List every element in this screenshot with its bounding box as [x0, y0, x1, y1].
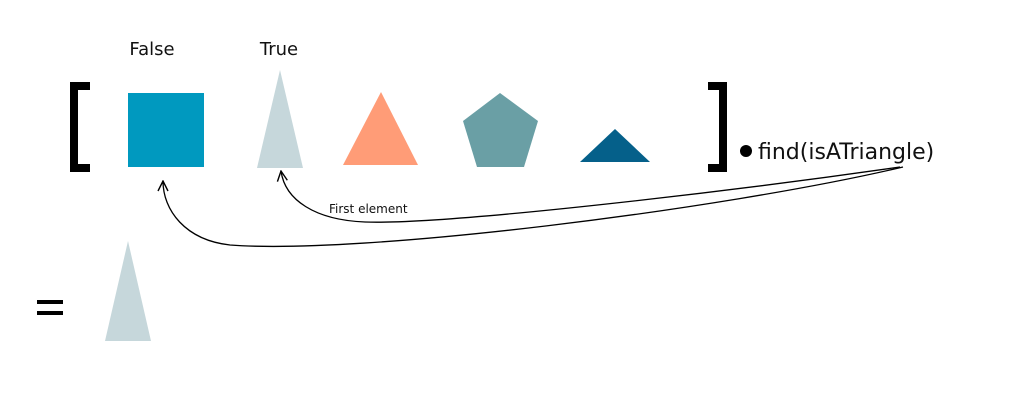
- right-bracket: [708, 82, 727, 172]
- tall-triangle-shape: [257, 70, 303, 168]
- equals-sign-top: [37, 300, 63, 304]
- orange-triangle-shape: [343, 92, 418, 165]
- result-tall-triangle: [105, 241, 151, 341]
- first-element-label: First element: [329, 202, 408, 216]
- label-true: True: [259, 39, 298, 60]
- label-false: False: [129, 39, 174, 60]
- square-shape: [128, 93, 204, 167]
- arrow-to-square: [163, 166, 904, 248]
- method-call-text: find(isATriangle): [758, 140, 934, 165]
- pentagon-shape: [463, 93, 538, 167]
- left-bracket: [70, 82, 90, 172]
- arrow-to-tall-triangle: [281, 166, 901, 223]
- method-dot: [740, 145, 752, 157]
- equals-sign-bottom: [37, 311, 63, 315]
- flat-triangle-shape: [580, 129, 650, 162]
